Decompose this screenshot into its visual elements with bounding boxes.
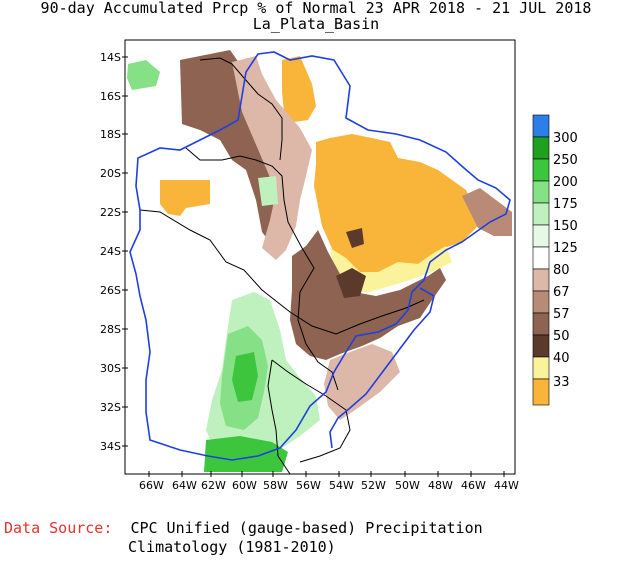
legend-label: 33 [553, 375, 570, 390]
region-40-57 [290, 230, 446, 360]
legend-label: 125 [553, 241, 578, 256]
country-border-4 [271, 359, 351, 463]
lon-label: 50W [395, 479, 420, 492]
basin-boundary [129, 51, 511, 461]
lat-label: 30S [100, 362, 121, 375]
lon-label: 46W [461, 479, 486, 492]
country-border-2 [139, 209, 425, 335]
legend-swatch-250 [532, 136, 550, 160]
legend-label: 200 [553, 175, 578, 190]
region-67-80-south [324, 344, 400, 420]
legend-swatch-150 [532, 202, 550, 226]
region-175-nw [127, 60, 160, 90]
legend-swatch-300 [532, 114, 550, 138]
data-source-text: CPC Unified (gauge-based) Precipitation [130, 519, 483, 537]
legend-swatch-below-33 [532, 378, 550, 406]
region-200-250 [232, 352, 258, 402]
legend-swatch-33 [532, 356, 550, 380]
lon-label: 64W [172, 479, 197, 492]
region-57-67-nw [232, 56, 312, 260]
legend-label: 175 [553, 197, 578, 212]
data-source-line-1: Data Source: CPC Unified (gauge-based) P… [4, 519, 483, 538]
lon-label: 44W [494, 479, 519, 492]
region-below-33-west [160, 180, 210, 216]
lat-label: 28S [100, 323, 121, 336]
lon-label: 62W [201, 479, 226, 492]
legend-label: 80 [553, 263, 570, 278]
region-below-33-north [282, 56, 316, 122]
data-source-prefix: Data Source: [4, 519, 113, 537]
data-source-line-2: Climatology (1981-2010) [128, 538, 336, 556]
country-border-5 [199, 57, 283, 161]
lon-label: 60W [232, 479, 257, 492]
region-40-center [346, 228, 364, 248]
legend-labels: 300 250 200 175 150 125 80 67 57 50 40 3… [553, 131, 578, 390]
country-border [185, 147, 339, 391]
legend-swatch-57 [532, 290, 550, 314]
lon-label: 52W [361, 479, 386, 492]
region-150-central [258, 176, 278, 206]
legend-label: 300 [553, 131, 578, 146]
lat-label: 16S [100, 90, 121, 103]
lon-labels: 66W 64W 62W 60W 58W 56W 54W 52W 50W 48W … [139, 479, 519, 492]
lat-label: 24S [100, 245, 121, 258]
legend-label: 67 [553, 285, 570, 300]
map-title: 90-day Accumulated Prcp % of Normal 23 A… [40, 0, 592, 17]
lat-label: 32S [100, 401, 121, 414]
region-40-north [336, 268, 366, 298]
lat-label: 14S [100, 51, 121, 64]
lat-label: 26S [100, 284, 121, 297]
lat-label: 18S [100, 128, 121, 141]
legend-label: 150 [553, 219, 578, 234]
lat-labels: 14S 16S 18S 20S 22S 24S 26S 28S 30S 32S … [100, 51, 121, 453]
legend-swatch-67 [532, 268, 550, 292]
map-subtitle: La_Plata_Basin [252, 15, 380, 33]
region-57-east [462, 188, 512, 236]
lat-label: 20S [100, 167, 121, 180]
region-200-south [204, 436, 288, 472]
lon-label: 48W [428, 479, 453, 492]
legend-swatch-175 [532, 180, 550, 204]
lon-label: 58W [263, 479, 288, 492]
lon-label: 54W [329, 479, 354, 492]
legend-label: 250 [553, 153, 578, 168]
lon-label: 56W [296, 479, 321, 492]
lat-label: 22S [100, 206, 121, 219]
legend-label: 50 [553, 329, 570, 344]
lat-label: 34S [100, 440, 121, 453]
legend-swatch-50 [532, 312, 550, 336]
lon-ticks [148, 471, 505, 477]
lat-ticks [122, 56, 128, 447]
legend-swatch-200 [532, 158, 550, 182]
legend-swatch-125 [532, 224, 550, 248]
legend-colorbar [532, 114, 550, 406]
legend-swatch-80 [532, 246, 550, 270]
legend-label: 40 [553, 351, 570, 366]
lon-label: 66W [139, 479, 164, 492]
basin-boundary-coast [329, 287, 435, 449]
legend-label: 57 [553, 307, 570, 322]
country-border-3 [267, 359, 291, 475]
legend-swatch-40 [532, 334, 550, 358]
